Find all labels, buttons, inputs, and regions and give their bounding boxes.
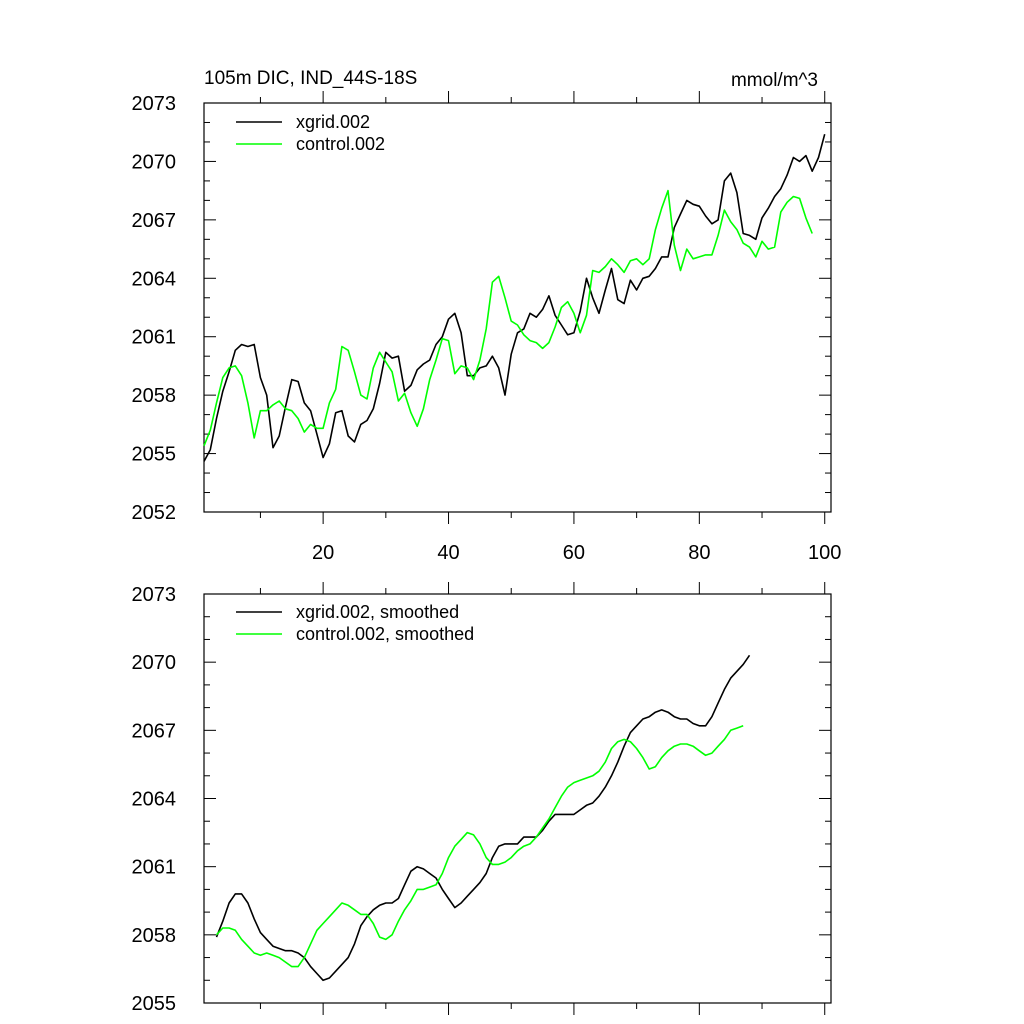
series-line-control-002 [203, 189, 813, 447]
x-tick-label: 60 [563, 542, 585, 564]
plot-frame [203, 102, 832, 513]
series-line-xgrid-002-smoothed [215, 654, 751, 982]
legend-label-xgrid-002: xgrid.002 [296, 112, 370, 132]
units-label: mmol/m^3 [731, 70, 818, 91]
bottom-panel-smoothed-series: 2055 2058 2061 2064 2067 2070 2073 xgrid.002, s… [132, 582, 832, 1015]
y-tick-label: 2052 [132, 502, 177, 524]
y-tick-label: 2067 [132, 210, 177, 232]
y-tick-label: 2073 [132, 584, 177, 606]
y-tick-label: 2058 [132, 925, 177, 947]
y-tick-label: 2058 [132, 385, 177, 407]
legend-label-control-002-smoothed: control.002, smoothed [296, 624, 474, 644]
top-panel-raw-series: 2052 2055 2058 2061 2064 2067 2070 2073 20 40 60 80… [132, 91, 841, 564]
series-line-xgrid-002 [203, 133, 826, 462]
legend-label-xgrid-002-smoothed: xgrid.002, smoothed [296, 602, 459, 622]
y-tick-label: 2061 [132, 857, 177, 879]
x-tick-label: 100 [808, 542, 841, 564]
y-tick-label: 2070 [132, 151, 177, 173]
y-tick-label: 2055 [132, 444, 177, 466]
plot-frame [203, 593, 832, 1004]
y-tick-label: 2055 [132, 993, 177, 1015]
y-tick-label: 2070 [132, 652, 177, 674]
x-tick-label: 40 [437, 542, 459, 564]
x-tick-label: 20 [312, 542, 334, 564]
x-tick-label: 80 [688, 542, 710, 564]
series-line-control-002-smoothed [215, 725, 744, 968]
y-tick-label: 2061 [132, 327, 177, 349]
y-tick-label: 2064 [132, 789, 177, 811]
chart-title: 105m DIC, IND_44S-18S [204, 68, 417, 89]
y-tick-label: 2067 [132, 720, 177, 742]
legend-label-control-002: control.002 [296, 134, 385, 154]
y-tick-label: 2064 [132, 268, 177, 290]
y-tick-label: 2073 [132, 93, 177, 115]
